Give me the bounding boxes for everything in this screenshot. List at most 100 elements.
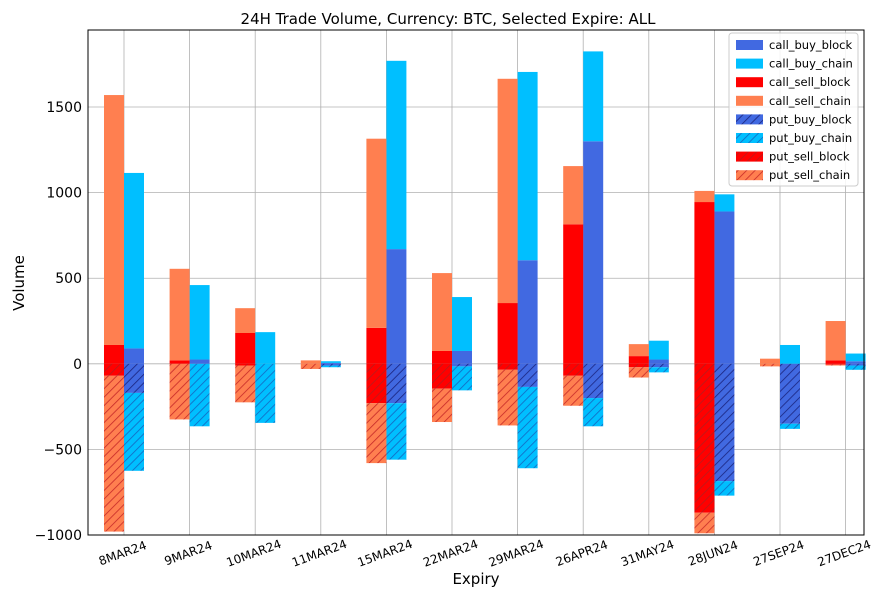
bar-put_buy_chain [255,363,276,423]
legend-label-put_sell_block: put_sell_block [769,150,850,164]
bar-put_buy_block [386,363,407,404]
bar-call_buy_chain [583,51,604,142]
bar-put_sell_block [497,363,518,370]
x-tick-labels: 8MAR24 9MAR24 10MAR24 11MAR24 15MAR24 22MAR24… [97,537,873,570]
bars [104,51,866,534]
bar-call_buy_block [648,359,669,364]
bar-put_sell_chain [628,367,649,378]
bar-put_buy_chain [845,365,866,370]
legend-label-call_buy_block: call_buy_block [769,38,853,52]
y-axis-label: Volume [10,255,28,311]
legend-label-call_sell_chain: call_sell_chain [769,94,851,108]
x-tick-label: 29MAR24 [487,537,546,570]
x-tick-label: 9MAR24 [162,538,214,568]
bar-put_buy_block [845,363,866,366]
bar-put_sell_chain [563,375,584,406]
x-tick-label: 28JUN24 [686,538,740,569]
y-tick-labels: −1000 −500 0 500 1000 1500 [35,100,82,544]
bar-put_sell_block [104,363,124,376]
bar-put_buy_chain [517,386,538,469]
bar-call_sell_block [694,202,715,364]
bar-call_buy_block [714,211,735,364]
bar-put_sell_chain [497,369,518,426]
bar-call_sell_block [628,356,649,364]
y-tick-label: 1500 [46,100,82,116]
x-tick-label: 27SEP24 [751,538,806,569]
bar-call_sell_chain [432,273,452,351]
bar-put_sell_chain [432,388,452,423]
bar-call_buy_block [845,361,866,364]
bar-call_sell_chain [169,268,190,361]
bar-put_buy_block [780,363,800,424]
legend-swatch-put_buy_block [736,114,763,125]
bar-put_buy_chain [780,423,800,429]
bar-put_sell_block [694,363,715,513]
bar-call_sell_block [169,360,190,364]
bar-call_sell_block [366,327,387,364]
bar-put_buy_block [714,363,735,482]
bar-put_buy_chain [386,403,407,460]
bar-put_sell_block [825,363,846,365]
x-tick-label: 11MAR24 [290,537,349,570]
bar-call_sell_chain [235,308,256,333]
x-tick-label: 31MAY24 [619,537,676,569]
bar-call_sell_chain [694,190,715,203]
bar-call_buy_block [189,359,210,364]
bar-put_sell_chain [235,365,256,403]
legend-swatch-call_buy_block [736,40,763,50]
bar-put_buy_chain [320,365,341,368]
bar-call_buy_block [517,260,538,364]
bar-put_sell_block [563,363,584,376]
bar-put_buy_chain [648,367,669,373]
bar-call_buy_block [583,141,604,364]
bar-call_sell_chain [563,166,584,225]
chart-title: 24H Trade Volume, Currency: BTC, Selecte… [241,10,657,28]
bar-call_buy_chain [320,361,341,363]
bar-call_sell_chain [300,360,321,364]
legend-swatch-put_buy_chain [736,133,763,143]
bar-call_buy_chain [845,353,866,362]
bar-put_sell_block [235,363,256,366]
x-tick-label: 22MAR24 [421,537,480,570]
bar-put_sell_chain [366,403,387,464]
bar-call_buy_chain [124,172,144,349]
bar-call_buy_block [386,249,407,364]
legend-label-put_sell_chain: put_sell_chain [769,168,850,182]
bar-put_sell_chain [300,363,321,369]
legend-swatch-put_sell_block [736,151,763,162]
bar-call_sell_chain [104,95,124,345]
bar-call_buy_block [452,350,472,364]
y-tick-label: 500 [55,271,82,287]
bar-put_buy_block [452,363,472,367]
bar-put_sell_chain [825,364,846,366]
x-tick-label: 8MAR24 [97,538,149,568]
bar-put_buy_chain [583,398,604,427]
bar-call_sell_chain [628,344,649,357]
legend-label-put_buy_chain: put_buy_chain [769,131,852,145]
bar-put_buy_block [124,363,144,393]
bar-put_buy_block [517,363,538,387]
bar-call_sell_block [825,360,846,364]
bar-put_buy_block [583,363,604,399]
bar-put_sell_chain [104,375,124,532]
bar-call_buy_chain [648,340,669,360]
bar-put_sell_block [432,363,452,389]
legend-swatch-call_sell_chain [736,95,763,106]
bar-call_sell_block [432,350,452,364]
legend-swatch-call_buy_chain [736,58,763,69]
bar-call_buy_block [320,362,341,364]
x-axis-label: Expiry [452,570,499,588]
bar-call_sell_chain [497,78,518,304]
bar-call_sell_chain [760,358,780,364]
legend-swatch-put_sell_chain [736,170,763,181]
bar-put_sell_block [366,363,387,404]
bar-put_buy_chain [714,481,735,496]
bar-put_buy_block [648,363,669,368]
bar-call_buy_chain [189,285,210,360]
x-tick-label: 15MAR24 [356,537,415,570]
legend-label-call_sell_block: call_sell_block [769,75,851,89]
bar-call_sell_block [563,224,584,364]
x-tick-label: 26APR24 [554,537,610,569]
legend-swatch-call_sell_block [736,77,763,88]
